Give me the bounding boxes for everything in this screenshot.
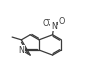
Text: N: N — [18, 46, 24, 55]
Text: −: − — [45, 16, 50, 21]
Text: O: O — [58, 17, 65, 26]
Text: N: N — [51, 22, 57, 31]
Text: O: O — [42, 19, 49, 28]
